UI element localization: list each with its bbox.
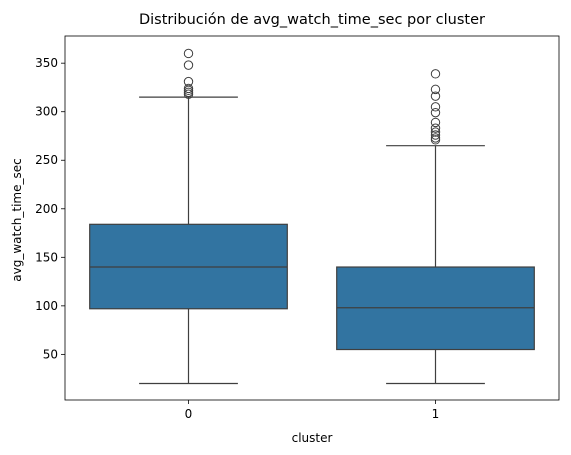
y-tick-label: 100 <box>35 299 58 313</box>
y-tick-label: 200 <box>35 202 58 216</box>
y-tick-label: 50 <box>43 347 58 361</box>
y-tick-label: 250 <box>35 153 58 167</box>
outlier-point <box>430 123 441 133</box>
outlier-point <box>430 84 441 95</box>
outlier-point <box>430 130 441 140</box>
x-tick-label: 0 <box>185 407 193 421</box>
outlier-point <box>183 76 194 87</box>
outlier-point <box>430 102 441 112</box>
outlier-point <box>430 135 441 145</box>
x-tick-label: 1 <box>432 407 440 421</box>
y-tick-label: 300 <box>35 105 58 119</box>
outlier-point <box>430 127 441 137</box>
outlier-point <box>430 91 441 101</box>
plot-area: 50 100 150 200 250 300 350 0 1 <box>35 35 560 421</box>
y-tick-label: 150 <box>35 250 58 264</box>
chart-title: Distribución de avg_watch_time_sec por c… <box>139 12 485 28</box>
outlier-point <box>183 48 194 59</box>
plot-frame <box>64 35 560 401</box>
outlier-point <box>183 83 194 94</box>
y-axis-label: avg_watch_time_sec <box>10 158 24 282</box>
x-axis-label: cluster <box>292 431 333 445</box>
outlier-point <box>430 107 441 118</box>
y-tick-label: 350 <box>35 56 58 70</box>
outlier-point <box>183 60 194 70</box>
outlier-point <box>430 69 441 79</box>
outlier-point <box>430 133 441 143</box>
outlier-point <box>430 117 441 128</box>
